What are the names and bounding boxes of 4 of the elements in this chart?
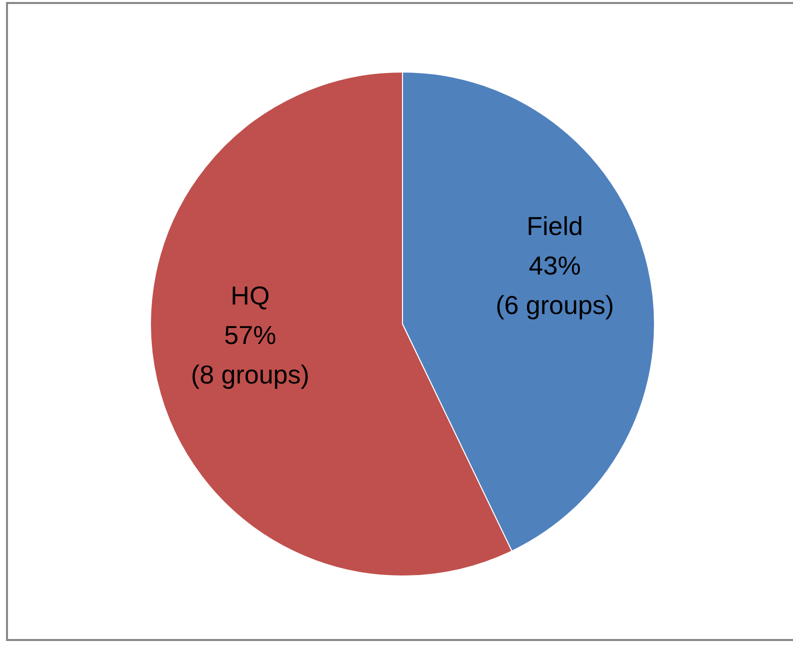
data-label: 57% (8 groups) [190, 320, 310, 390]
slice-label: Field [526, 210, 583, 241]
slice-label: HQ [230, 280, 270, 310]
data-label: 43% (6 groups) [496, 250, 614, 320]
